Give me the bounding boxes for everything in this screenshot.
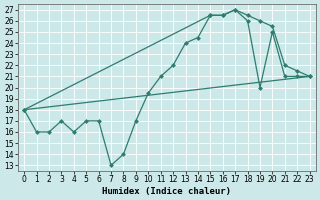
X-axis label: Humidex (Indice chaleur): Humidex (Indice chaleur) bbox=[102, 187, 231, 196]
